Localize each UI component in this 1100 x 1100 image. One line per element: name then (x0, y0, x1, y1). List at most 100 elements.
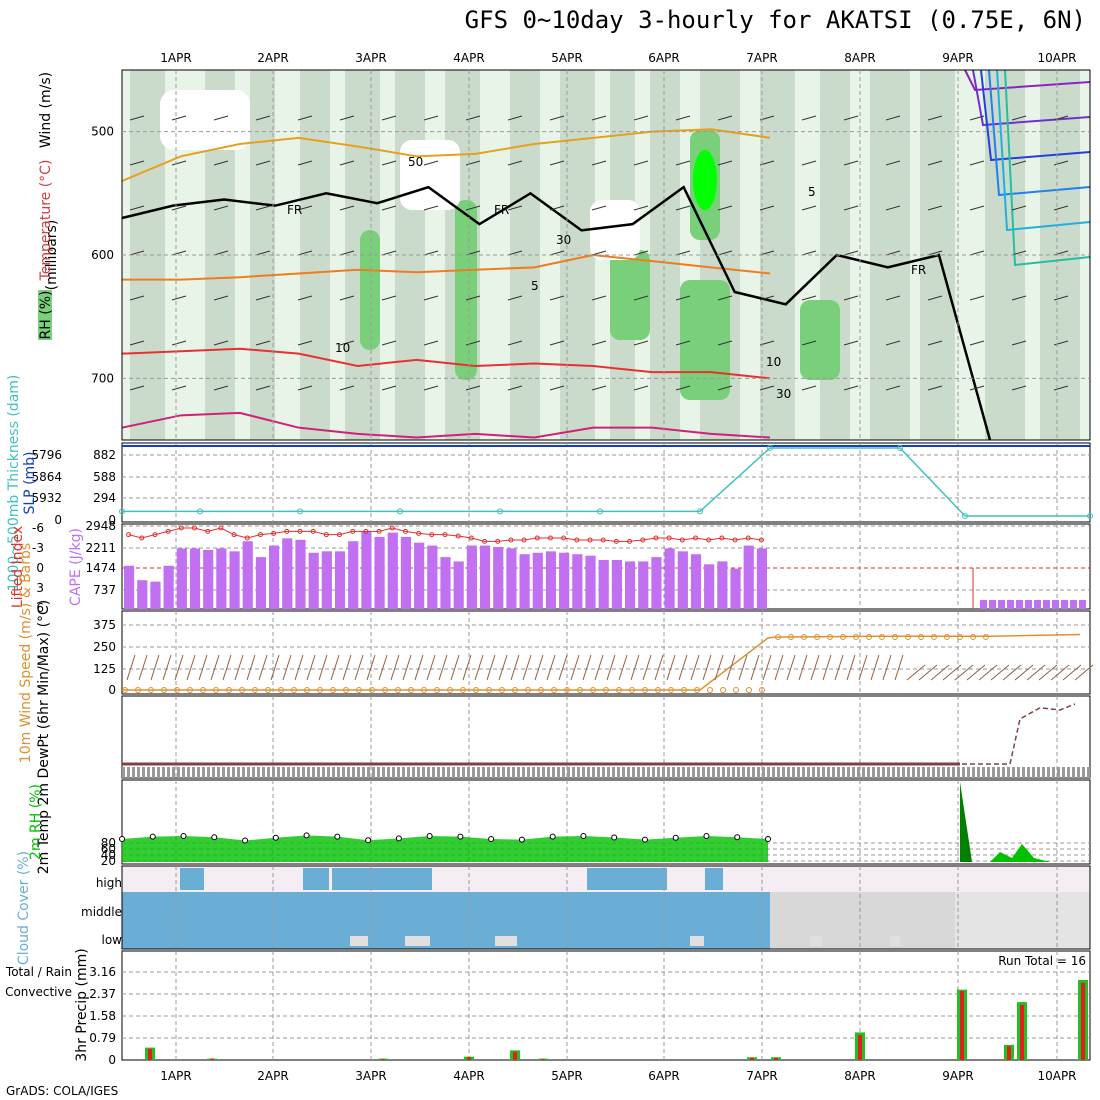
rh2m-marker (180, 833, 187, 839)
cape-bar (506, 548, 517, 609)
li-marker (363, 528, 369, 534)
cape-bar (545, 551, 557, 609)
wind-barb (129, 295, 145, 301)
wind-speed-marker (629, 687, 635, 693)
temp-missing-bar (927, 767, 930, 778)
temp-missing-bar (257, 767, 260, 778)
temp-missing-bar (427, 767, 430, 778)
wind-barb (213, 160, 229, 166)
cape-bar (387, 532, 398, 609)
temp-missing-bar (382, 767, 385, 778)
temp-missing-bar (942, 767, 945, 778)
dewpoint-line (122, 703, 1076, 765)
isotherm-orange-5 (122, 253, 771, 281)
cloud-low-gap (405, 936, 430, 946)
wind-barb (717, 205, 733, 211)
li-marker (613, 538, 619, 544)
wind-tick-label: 125 (93, 662, 116, 676)
wind-barb-10m (1050, 664, 1070, 681)
wind-speed-marker (447, 687, 453, 693)
temp-missing-bar (677, 767, 680, 778)
cape-bar (1025, 600, 1032, 609)
temp-missing-bar (492, 767, 495, 778)
cape-bar (334, 551, 346, 609)
temp-missing-bar (757, 767, 760, 778)
temp-missing-bar (737, 767, 740, 778)
rh2m-area (122, 835, 768, 862)
temp-missing-bar (252, 767, 255, 778)
wind-barb (1053, 115, 1069, 121)
wind-barb (129, 385, 145, 391)
temp-frame (121, 695, 1091, 779)
wind-barb (969, 250, 985, 256)
temp-missing-bar (932, 767, 935, 778)
li-marker (350, 528, 356, 534)
wind-barb-10m (438, 654, 448, 681)
wind-speed-marker (148, 687, 154, 693)
temp-missing-bar (222, 767, 225, 778)
rh2m-marker (734, 834, 741, 841)
slp-tick-label: 882 (93, 448, 116, 462)
x-tick-label-bottom: 7APR (746, 1069, 777, 1083)
wind-barb (255, 340, 271, 346)
temp-missing-bar (227, 767, 230, 778)
wind-barb (1053, 340, 1069, 346)
li-marker (600, 537, 606, 543)
wind-barb (885, 115, 901, 121)
wind-barb-10m (366, 654, 376, 681)
cloud-high-cell (303, 868, 329, 890)
wind-barb-10m (1014, 664, 1034, 681)
wind-speed-marker (853, 634, 859, 640)
temp-missing-bar (407, 767, 410, 778)
temp-missing-bar (1062, 767, 1065, 778)
temp-missing-bar (742, 767, 745, 778)
wind-speed-marker (840, 634, 846, 640)
thickness-axis-label: 1000~500mb Thickness (dam) (6, 375, 22, 592)
temp-missing-bar (867, 767, 870, 778)
precip-conv-bar (750, 1057, 754, 1060)
wind-barb (633, 385, 649, 391)
temp-missing-bar (277, 767, 280, 778)
cape-bar (624, 561, 636, 609)
pressure-axis-label: (millibars) (44, 220, 60, 291)
li-marker (561, 535, 567, 541)
wind-barb (591, 385, 607, 391)
temp-missing-bar (447, 767, 450, 778)
wind-barb-10m (894, 654, 904, 681)
wind-barb (717, 115, 733, 121)
wind-barb (675, 295, 691, 301)
temp-missing-bar (292, 767, 295, 778)
wind-barb-10m (210, 654, 220, 681)
x-tick-label-top: 10APR (1037, 51, 1076, 65)
temp-missing-bar (217, 767, 220, 778)
wind-speed-marker (343, 687, 349, 693)
temp-missing-bar (122, 767, 125, 778)
temp-missing-bar (557, 767, 560, 778)
temp-missing-bar (302, 767, 305, 778)
wind-barb-10m (150, 654, 160, 681)
thickness-marker (397, 508, 403, 515)
wind-barb (927, 340, 943, 346)
temp-missing-bar (632, 767, 635, 778)
cape-bar (453, 561, 464, 609)
rh2m-marker (395, 835, 402, 842)
temp-missing-bar (892, 767, 895, 778)
precip-conv-bar (858, 1035, 862, 1060)
temp-missing-bar (147, 767, 150, 778)
temp-missing-bar (987, 767, 990, 778)
wind-barb-10m (498, 654, 508, 681)
cape-tick-label: 737 (93, 583, 116, 597)
thickness-marker (297, 508, 303, 515)
wind-speed-marker (174, 687, 180, 693)
wind-barb (255, 385, 271, 391)
cape-bar (493, 547, 504, 609)
temp-missing-bar (947, 767, 950, 778)
wind-barb-10m (222, 654, 232, 681)
rh2m-spike (960, 782, 972, 862)
precip-legend-total: Total / Rain (5, 965, 72, 979)
cape-bar (980, 600, 987, 609)
rh2m-marker (457, 833, 464, 840)
wind-barb (969, 205, 985, 211)
wind-barb (255, 205, 271, 211)
wind-barb (843, 385, 859, 391)
